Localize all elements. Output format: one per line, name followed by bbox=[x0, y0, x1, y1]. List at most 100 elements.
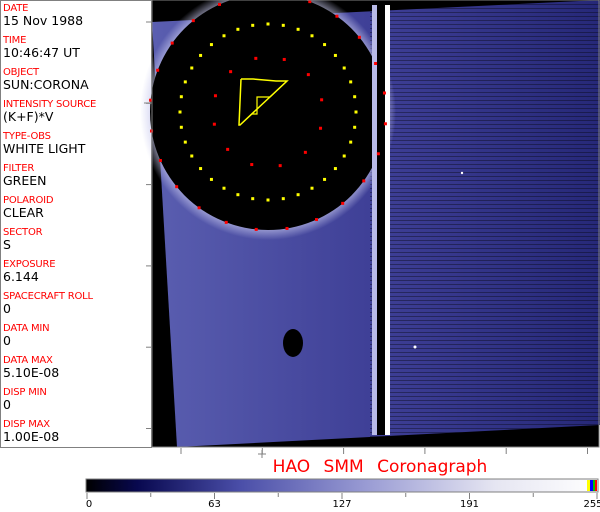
field-data-min: DATA MIN 0 bbox=[3, 323, 50, 348]
red-marker bbox=[285, 226, 289, 230]
yellow-marker bbox=[209, 43, 213, 47]
red-marker bbox=[282, 57, 286, 61]
field-label: FILTER bbox=[3, 163, 35, 174]
field-sector: SECTOR S bbox=[3, 227, 43, 252]
colorbar-tick-label: 63 bbox=[208, 499, 221, 510]
field-value: 15 Nov 1988 bbox=[3, 13, 84, 28]
field-label: DATE bbox=[3, 3, 29, 14]
red-marker bbox=[303, 150, 307, 154]
field-spacecraft-roll: SPACECRAFT ROLL 0 bbox=[3, 291, 93, 316]
yellow-marker bbox=[342, 66, 346, 70]
red-marker bbox=[149, 98, 153, 102]
red-marker bbox=[315, 218, 319, 222]
yellow-marker bbox=[190, 154, 194, 158]
yellow-marker bbox=[281, 197, 285, 201]
red-marker bbox=[156, 68, 160, 72]
field-time: TIME 10:46:47 UT bbox=[3, 35, 80, 60]
red-marker bbox=[319, 126, 323, 130]
overlay-markers bbox=[149, 0, 387, 231]
yellow-marker bbox=[354, 110, 358, 114]
field-label: SECTOR bbox=[3, 227, 43, 238]
colorbar-tick-label: 127 bbox=[332, 499, 352, 510]
star bbox=[413, 345, 417, 349]
instrument-title: HAO SMM Coronagraph bbox=[272, 457, 488, 477]
field-object: OBJECT SUN:CORONA bbox=[3, 67, 89, 92]
field-label: POLAROID bbox=[3, 195, 54, 206]
field-filter: FILTER GREEN bbox=[3, 163, 47, 188]
yellow-marker bbox=[179, 95, 183, 99]
yellow-marker bbox=[281, 23, 285, 27]
yellow-marker bbox=[310, 186, 314, 190]
red-marker bbox=[335, 14, 339, 18]
yellow-marker bbox=[183, 140, 187, 144]
red-marker bbox=[320, 98, 324, 102]
red-marker bbox=[229, 70, 233, 74]
field-data-max: DATA MAX 5.10E-08 bbox=[3, 355, 59, 380]
field-value: 6.144 bbox=[3, 269, 39, 284]
occulter-disk bbox=[150, 0, 386, 230]
image-frame bbox=[140, 0, 600, 448]
field-label: DATA MAX bbox=[3, 355, 53, 366]
red-marker bbox=[224, 220, 228, 224]
yellow-marker bbox=[353, 125, 357, 129]
yellow-marker bbox=[251, 197, 255, 201]
red-marker bbox=[226, 147, 230, 151]
yellow-marker bbox=[296, 193, 300, 197]
red-marker bbox=[382, 91, 386, 95]
field-value: 0 bbox=[3, 301, 11, 316]
pylon-bright bbox=[385, 5, 390, 435]
colorbar-end-yellow bbox=[587, 480, 590, 491]
yellow-marker bbox=[183, 80, 187, 84]
yellow-marker bbox=[296, 27, 300, 31]
field-label: DISP MIN bbox=[3, 387, 47, 398]
yellow-marker bbox=[178, 110, 182, 114]
yellow-marker bbox=[310, 34, 314, 38]
red-marker bbox=[278, 164, 282, 168]
yellow-marker bbox=[333, 53, 337, 57]
yellow-marker bbox=[190, 66, 194, 70]
colorbar-tick-label: 0 bbox=[85, 499, 93, 510]
field-label: INTENSITY SOURCE bbox=[3, 99, 97, 110]
field-label: OBJECT bbox=[3, 67, 39, 78]
field-value: S bbox=[3, 237, 11, 252]
yellow-marker bbox=[179, 125, 183, 129]
field-intensity-source: INTENSITY SOURCE (K+F)*V bbox=[3, 99, 96, 124]
field-value: GREEN bbox=[3, 173, 47, 188]
red-marker bbox=[158, 159, 162, 163]
field-value: 0 bbox=[3, 397, 11, 412]
field-exposure: EXPOSURE 6.144 bbox=[3, 259, 56, 284]
yellow-marker bbox=[349, 140, 353, 144]
red-marker bbox=[374, 61, 378, 65]
colorbar-end-red bbox=[595, 480, 597, 491]
yellow-marker bbox=[209, 177, 213, 181]
field-value: 10:46:47 UT bbox=[3, 45, 80, 60]
field-value: SUN:CORONA bbox=[3, 77, 89, 92]
field-disp-min: DISP MIN 0 bbox=[3, 387, 47, 412]
red-marker bbox=[212, 122, 216, 126]
red-marker bbox=[357, 35, 361, 39]
field-label: DISP MAX bbox=[3, 419, 50, 430]
yellow-marker bbox=[323, 43, 327, 47]
yellow-marker bbox=[199, 53, 203, 57]
field-disp-max: DISP MAX 1.00E-08 bbox=[3, 419, 59, 444]
field-value: 1.00E-08 bbox=[3, 429, 60, 444]
yellow-marker bbox=[222, 34, 226, 38]
field-value: 5.10E-08 bbox=[3, 365, 60, 380]
pointer-inner bbox=[252, 80, 288, 115]
yellow-marker bbox=[236, 27, 240, 31]
pylon-shadow bbox=[377, 5, 385, 435]
yellow-marker bbox=[333, 167, 337, 171]
field-value: (K+F)*V bbox=[3, 109, 54, 124]
field-label: TIME bbox=[3, 35, 27, 46]
red-marker bbox=[197, 206, 201, 210]
field-value: WHITE LIGHT bbox=[3, 141, 86, 156]
yellow-marker bbox=[266, 198, 270, 202]
red-marker bbox=[254, 227, 258, 231]
field-polaroid: POLAROID CLEAR bbox=[3, 195, 54, 220]
red-marker bbox=[175, 185, 179, 189]
yellow-marker bbox=[266, 22, 270, 26]
dark-spot bbox=[283, 329, 303, 357]
field-date: DATE 15 Nov 1988 bbox=[3, 3, 83, 28]
colorbar bbox=[85, 478, 599, 499]
red-marker bbox=[191, 19, 195, 23]
